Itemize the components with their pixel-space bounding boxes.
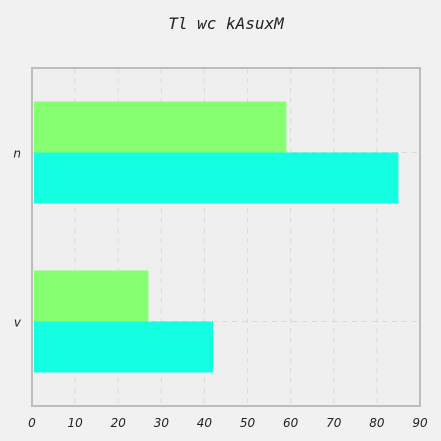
x-tick-label: 60	[283, 416, 299, 430]
y-tick-labels: vn	[13, 147, 22, 330]
x-tick-label: 10	[67, 416, 83, 430]
chart-title: Tl wc kAsuxM	[168, 14, 285, 33]
bar-v-series-2	[34, 270, 149, 322]
bar-n-series-1	[34, 152, 399, 204]
x-tick-label: 80	[369, 416, 385, 430]
x-tick-label: 70	[326, 416, 342, 430]
x-tick-label: 0	[28, 416, 36, 430]
plot-frame	[31, 67, 421, 407]
x-tick-label: 90	[412, 416, 428, 430]
x-tick-label: 20	[111, 416, 127, 430]
bar-n-series-2	[34, 101, 287, 153]
bars	[34, 101, 399, 373]
y-tick-label: v	[14, 316, 22, 330]
y-tick-label: n	[13, 147, 21, 161]
x-tick-label: 50	[240, 416, 256, 430]
bar-v-series-1	[34, 321, 214, 373]
x-tick-labels: 0 10 20 30 40 50 60 70 80 90	[28, 416, 428, 430]
x-tick-label: 40	[197, 416, 213, 430]
x-tick-label: 30	[154, 416, 170, 430]
